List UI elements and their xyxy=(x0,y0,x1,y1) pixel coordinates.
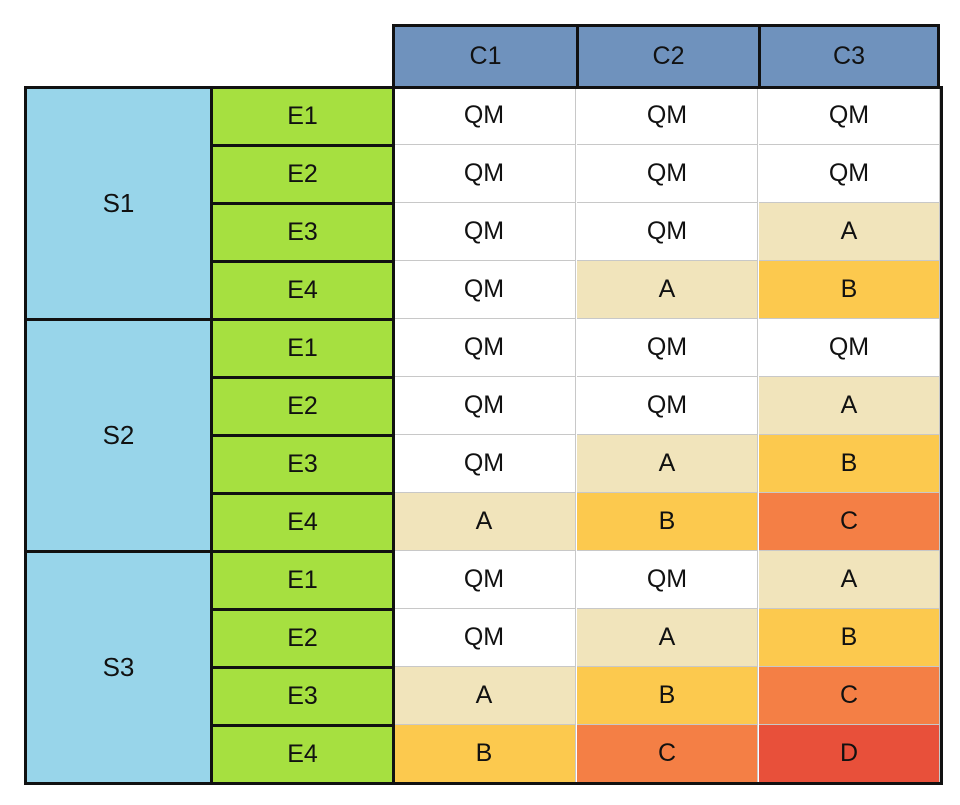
matrix-cell: A xyxy=(577,261,758,319)
group-label: S3 xyxy=(24,550,213,785)
row-label: E3 xyxy=(210,202,395,263)
row-label: E2 xyxy=(210,376,395,437)
group-label: S2 xyxy=(24,318,213,553)
row-label: E3 xyxy=(210,666,395,727)
row-label: E4 xyxy=(210,492,395,553)
row-label: E3 xyxy=(210,434,395,495)
matrix-cell: QM xyxy=(393,261,576,319)
matrix-cell: QM xyxy=(759,145,940,203)
group-label: S1 xyxy=(24,86,213,321)
matrix-cell: QM xyxy=(393,377,576,435)
row-label: E1 xyxy=(210,550,395,611)
row-label: E1 xyxy=(210,318,395,379)
matrix-cell: QM xyxy=(393,203,576,261)
matrix-cell: A xyxy=(759,551,940,609)
matrix-cell: QM xyxy=(393,319,576,377)
matrix-cell: B xyxy=(759,609,940,667)
matrix-cell: QM xyxy=(577,551,758,609)
matrix-cell: QM xyxy=(393,87,576,145)
matrix-cell: C xyxy=(759,667,940,725)
matrix-cell: QM xyxy=(577,145,758,203)
matrix-cell: QM xyxy=(759,319,940,377)
matrix-cell: B xyxy=(393,725,576,783)
matrix-cell: A xyxy=(393,493,576,551)
matrix-cell: QM xyxy=(577,87,758,145)
row-label: E1 xyxy=(210,86,395,147)
row-label: E2 xyxy=(210,144,395,205)
matrix-cell: QM xyxy=(577,319,758,377)
matrix-cell: B xyxy=(577,493,758,551)
matrix-cell: QM xyxy=(393,145,576,203)
matrix-cell: A xyxy=(577,609,758,667)
matrix-cell: B xyxy=(759,261,940,319)
column-header: C3 xyxy=(758,24,940,89)
matrix-cell: QM xyxy=(759,87,940,145)
matrix-cell: B xyxy=(577,667,758,725)
matrix-cell: C xyxy=(759,493,940,551)
matrix-cell: QM xyxy=(577,377,758,435)
row-label: E4 xyxy=(210,260,395,321)
matrix-cell: B xyxy=(759,435,940,493)
column-header: C1 xyxy=(392,24,579,89)
matrix-cell: A xyxy=(759,377,940,435)
matrix-cell: A xyxy=(759,203,940,261)
row-label: E4 xyxy=(210,724,395,785)
matrix-cell: A xyxy=(577,435,758,493)
matrix-cell: QM xyxy=(393,609,576,667)
row-label: E2 xyxy=(210,608,395,669)
matrix-cell: QM xyxy=(393,551,576,609)
matrix-cell: QM xyxy=(577,203,758,261)
matrix-cell: D xyxy=(759,725,940,783)
column-header: C2 xyxy=(576,24,761,89)
matrix-cell: QM xyxy=(393,435,576,493)
matrix-cell: C xyxy=(577,725,758,783)
matrix-cell: A xyxy=(393,667,576,725)
